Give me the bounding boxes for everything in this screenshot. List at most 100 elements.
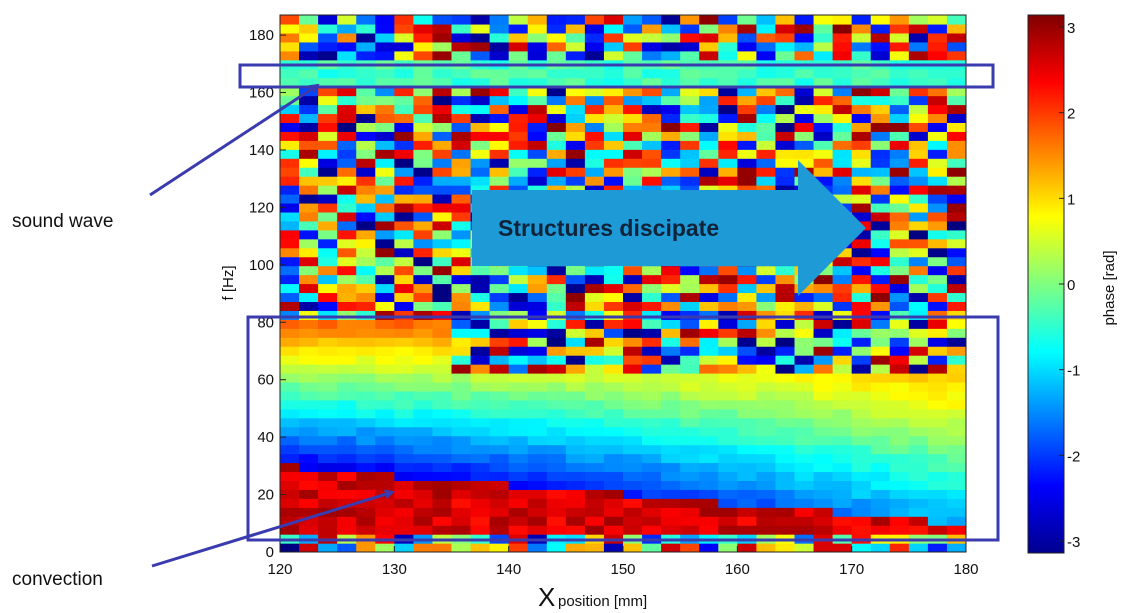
heatmap-cell [394,220,414,231]
heatmap-cell [642,417,662,428]
heatmap-cell [737,516,757,526]
heatmap-cell [546,355,567,365]
heatmap-cell [546,435,567,446]
heatmap-cell [889,399,910,410]
heatmap-cell [508,86,529,97]
heatmap-cell [699,462,719,473]
heatmap-cell [927,50,948,61]
heatmap-cell [280,265,300,276]
heatmap-cell [318,194,338,204]
heatmap-cell [832,498,853,508]
heatmap-cell [737,355,757,365]
heatmap-cell [546,453,567,464]
heatmap-cell [375,390,395,401]
heatmap-cell [603,355,624,365]
heatmap-cell [756,417,777,428]
heatmap-cell [851,41,872,52]
heatmap-cell [584,15,605,25]
heatmap-cell [565,41,586,52]
heatmap-cell [280,176,300,186]
heatmap-cell [642,453,662,464]
heatmap-cell [299,426,319,437]
heatmap-cell [718,516,738,526]
heatmap-cell [794,50,815,61]
heatmap-cell [280,202,300,213]
heatmap-cell [908,408,929,419]
heatmap-cell [565,104,586,115]
heatmap-cell [870,498,891,508]
heatmap-cell [337,86,357,97]
heatmap-cell [451,337,472,347]
heatmap-cell [851,355,872,365]
heatmap-cell [775,435,796,446]
heatmap-cell [661,104,681,115]
heatmap-cell [337,417,357,428]
heatmap-cell [832,310,853,320]
heatmap-cell [661,301,681,311]
heatmap-cell [489,390,510,401]
heatmap-cell [508,265,529,276]
heatmap-cell [680,337,700,347]
heatmap-cell [870,158,891,168]
heatmap-cell [946,507,966,517]
heatmap-cell [394,15,414,25]
heatmap-cell [870,176,891,186]
heatmap-cell [642,77,662,88]
heatmap-cell [794,149,815,159]
heatmap-cell [927,23,948,34]
heatmap-cell [661,435,681,446]
heatmap-cell [661,471,681,481]
heatmap-cell [584,373,605,383]
heatmap-cell [832,516,853,526]
heatmap-cell [680,390,700,401]
heatmap-cell [851,453,872,464]
heatmap-cell [927,15,948,25]
heatmap-cell [927,319,948,329]
heatmap-cell [927,435,948,446]
heatmap-cell [413,86,434,97]
heatmap-cell [470,68,491,79]
heatmap-cell [451,23,472,34]
heatmap-cell [356,131,376,141]
heatmap-cell [470,149,491,159]
heatmap-cell [546,489,567,499]
heatmap-cell [908,525,929,535]
heatmap-cell [280,390,300,401]
heatmap-cell [356,310,376,320]
heatmap-cell [394,202,414,213]
heatmap-cell [489,489,510,499]
heatmap-cell [813,167,834,177]
heatmap-cell [889,346,910,356]
heatmap-cell [927,149,948,159]
heatmap-cell [946,498,966,508]
heatmap-cell [718,408,738,419]
heatmap-cell [337,364,357,374]
heatmap-cell [946,86,966,97]
heatmap-cell [394,265,414,276]
heatmap-cell [946,23,966,34]
heatmap-cell [737,399,757,410]
heatmap-cell [470,435,491,446]
heatmap-cell [394,408,414,419]
heatmap-cell [546,346,567,356]
colorbar-tick-label: -3 [1067,534,1080,551]
heatmap-cell [280,15,300,25]
heatmap-cell [756,498,777,508]
heatmap-cell [375,337,395,347]
heatmap-cell [870,140,891,150]
heatmap-cell [394,229,414,240]
heatmap-cell [451,220,472,231]
heatmap-cell [623,337,643,347]
heatmap-cell [870,355,891,365]
heatmap-cell [375,435,395,446]
heatmap-cell [470,355,491,365]
heatmap-cell [832,256,853,267]
heatmap-cell [318,274,338,285]
heatmap-cell [813,149,834,159]
heatmap-cell [375,462,395,473]
heatmap-cell [813,310,834,320]
heatmap-cell [870,167,891,177]
heatmap-cell [927,202,948,213]
heatmap-cell [737,68,757,79]
heatmap-cell [489,68,510,79]
